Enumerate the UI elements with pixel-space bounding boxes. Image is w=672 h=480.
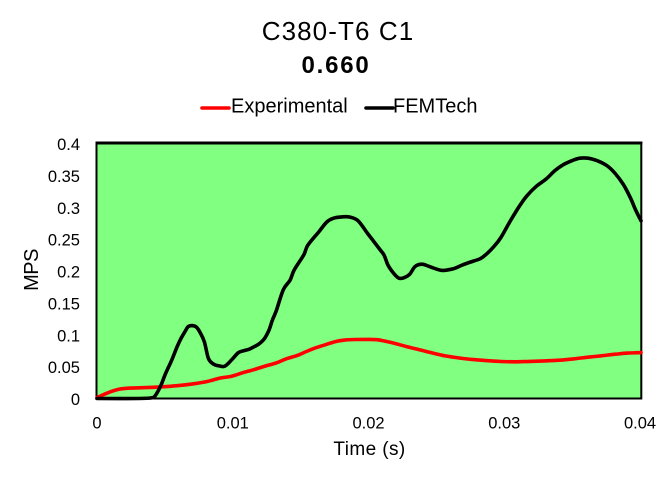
- svg-text:0.25: 0.25: [48, 232, 80, 250]
- svg-text:0.05: 0.05: [48, 359, 80, 377]
- svg-text:0.1: 0.1: [57, 327, 80, 345]
- svg-text:0.04: 0.04: [624, 415, 656, 433]
- svg-text:0.2: 0.2: [57, 264, 80, 282]
- svg-text:0.35: 0.35: [48, 168, 80, 186]
- svg-text:Experimental: Experimental: [231, 96, 348, 118]
- svg-text:0.3: 0.3: [57, 200, 80, 218]
- svg-text:0: 0: [92, 415, 101, 433]
- svg-text:FEMTech: FEMTech: [393, 96, 477, 118]
- svg-text:0.03: 0.03: [488, 415, 520, 433]
- svg-text:0.4: 0.4: [57, 136, 80, 154]
- svg-text:MPS: MPS: [21, 249, 43, 291]
- svg-text:0: 0: [71, 391, 80, 409]
- svg-text:0.02: 0.02: [352, 415, 384, 433]
- svg-text:C380-T6 C1: C380-T6 C1: [262, 16, 415, 46]
- svg-text:Time (s): Time (s): [333, 439, 405, 460]
- svg-text:0.660: 0.660: [301, 52, 370, 79]
- svg-text:0.15: 0.15: [48, 295, 80, 313]
- svg-text:0.01: 0.01: [217, 415, 249, 433]
